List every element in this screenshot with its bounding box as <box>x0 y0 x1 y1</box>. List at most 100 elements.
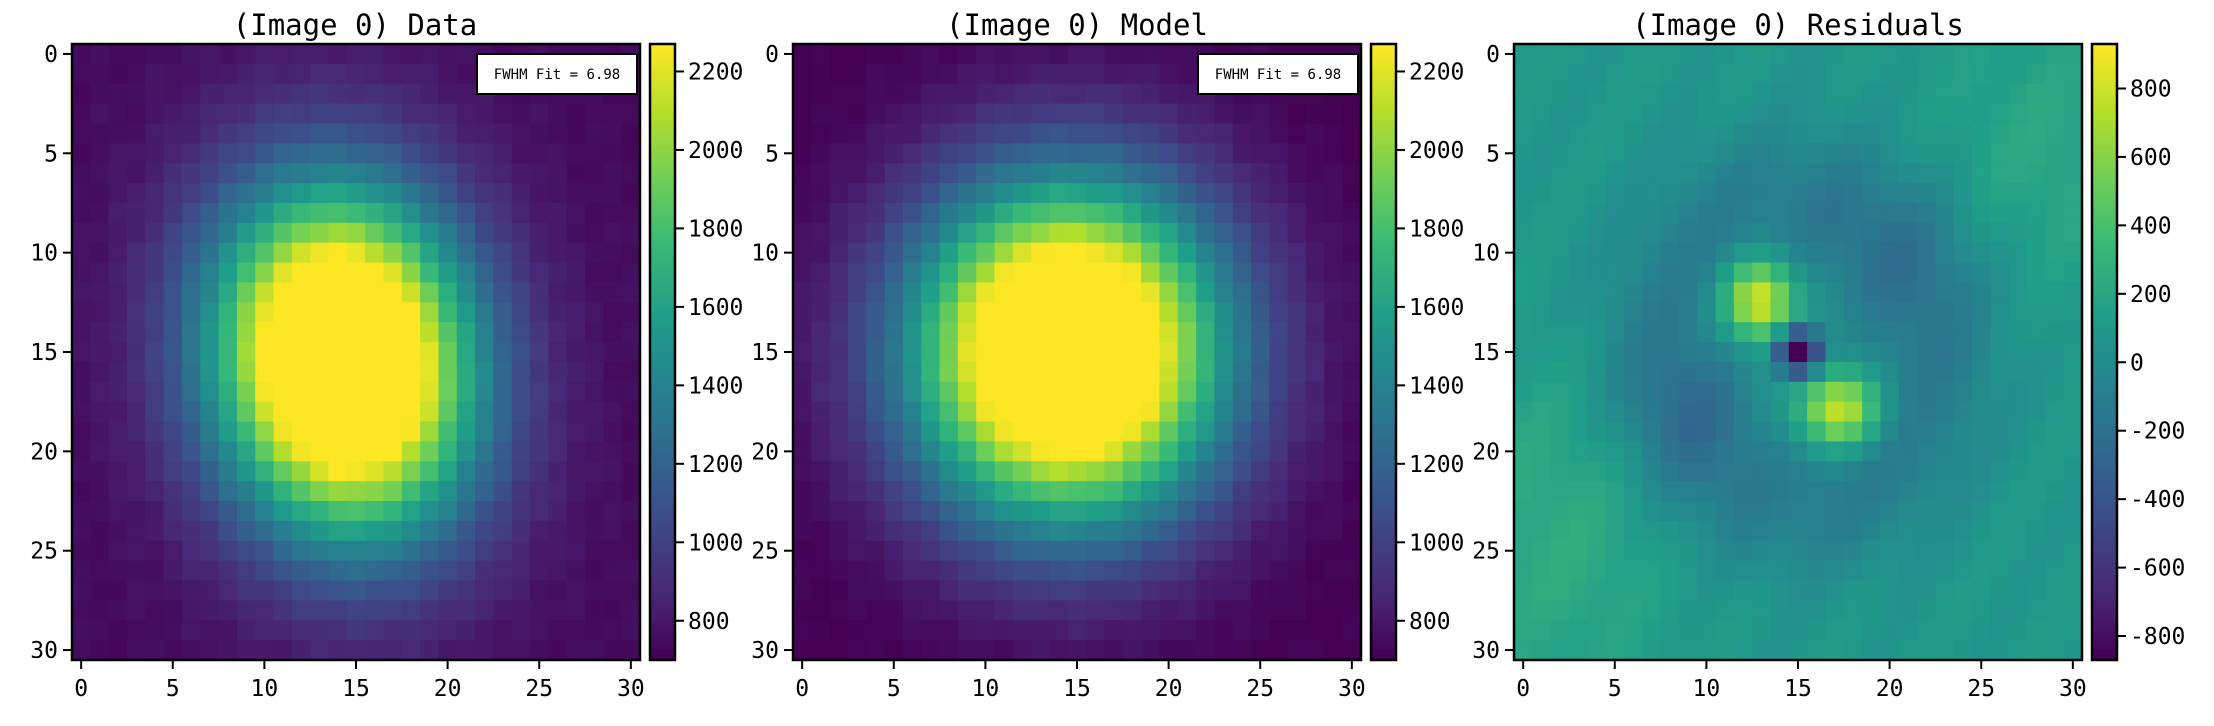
heatmap-cell <box>1251 481 1270 502</box>
colorbar-segment <box>2092 336 2117 343</box>
colorbar-segment <box>650 136 675 143</box>
heatmap-cell <box>200 282 220 303</box>
heatmap-cell <box>1287 123 1307 144</box>
heatmap-cell <box>1843 580 1863 601</box>
heatmap-cell <box>383 520 403 542</box>
heatmap-cell <box>976 640 996 661</box>
heatmap-cell <box>1990 143 2010 164</box>
heatmap-cell <box>1678 441 1698 462</box>
heatmap-cell <box>1031 282 1051 303</box>
heatmap-cell <box>365 183 385 204</box>
heatmap-cell <box>200 63 220 85</box>
heatmap-cell <box>2027 282 2046 303</box>
heatmap-cell <box>1733 401 1753 423</box>
heatmap-cell <box>90 83 110 105</box>
heatmap-cell <box>310 600 330 621</box>
heatmap-cell <box>1550 262 1570 284</box>
heatmap-cell <box>1807 421 1827 443</box>
heatmap-cell <box>1843 620 1863 641</box>
heatmap-cell <box>1514 83 1533 105</box>
data-panel-title: (Image 0) Data <box>233 8 477 42</box>
x-tick-label: 15 <box>342 676 370 702</box>
heatmap-cell <box>456 302 476 323</box>
x-tick-label: 0 <box>795 676 809 702</box>
heatmap-cell <box>1770 640 1790 661</box>
heatmap-cell <box>847 262 867 284</box>
heatmap-cell <box>603 640 623 661</box>
heatmap-cell <box>1049 620 1069 641</box>
heatmap-cell <box>1862 501 1882 522</box>
heatmap-cell <box>957 143 977 164</box>
colorbar-segment <box>650 69 675 76</box>
colorbar-segment <box>2092 490 2117 497</box>
heatmap-cell <box>200 83 220 105</box>
heatmap-cell <box>621 640 641 661</box>
heatmap-cell <box>1623 183 1643 204</box>
heatmap-cell <box>1122 123 1142 144</box>
heatmap-cell <box>1342 540 1362 562</box>
heatmap-cell <box>456 580 476 601</box>
heatmap-cell <box>1049 44 1069 65</box>
heatmap-cell <box>1159 282 1179 303</box>
heatmap-cell <box>1568 640 1588 661</box>
heatmap-cell <box>811 381 831 403</box>
heatmap-cell <box>383 163 403 184</box>
heatmap-cell <box>1214 143 1234 164</box>
heatmap-cell <box>1550 322 1570 343</box>
colorbar-segment <box>1371 192 1396 199</box>
heatmap-cell <box>1067 83 1087 105</box>
heatmap-cell <box>1733 501 1753 522</box>
colorbar-segment <box>2092 567 2117 574</box>
heatmap-cell <box>603 481 623 502</box>
heatmap-cell <box>475 103 495 125</box>
heatmap-cell <box>866 242 886 264</box>
heatmap-cell <box>1012 322 1032 343</box>
heatmap-cell <box>1733 123 1753 144</box>
heatmap-cell <box>255 520 275 542</box>
heatmap-cell <box>902 540 922 562</box>
heatmap-cell <box>1807 282 1827 303</box>
heatmap-cell <box>566 441 586 462</box>
heatmap-cell <box>420 183 440 204</box>
heatmap-cell <box>1104 63 1124 85</box>
heatmap-cell <box>200 44 220 65</box>
colorbar-segment <box>1371 49 1396 55</box>
heatmap-cell <box>1825 44 1845 65</box>
heatmap-cell <box>328 481 348 502</box>
heatmap-cell <box>218 381 238 403</box>
heatmap-cell <box>475 580 495 601</box>
colorbar-segment <box>2092 629 2117 635</box>
heatmap-cell <box>1196 501 1216 522</box>
heatmap-cell <box>255 83 275 105</box>
heatmap-cell <box>1532 282 1552 303</box>
heatmap-cell <box>1623 63 1643 85</box>
heatmap-cell <box>1324 600 1344 621</box>
heatmap-cell <box>1568 421 1588 443</box>
heatmap-cell <box>866 202 886 224</box>
heatmap-cell <box>1104 183 1124 204</box>
heatmap-cell <box>1177 143 1197 164</box>
heatmap-cell <box>365 262 385 284</box>
heatmap-cell <box>90 640 110 661</box>
heatmap-cell <box>493 501 513 522</box>
colorbar-segment <box>2092 105 2117 112</box>
heatmap-cell <box>847 342 867 363</box>
heatmap-cell <box>585 222 604 244</box>
heatmap-cell <box>1196 560 1216 582</box>
colorbar-tick-label: 800 <box>2130 76 2172 102</box>
heatmap-cell <box>273 481 293 502</box>
heatmap-cell <box>1623 44 1643 65</box>
heatmap-cell <box>273 520 293 542</box>
heatmap-cell <box>1605 83 1625 105</box>
heatmap-cell <box>1623 381 1643 403</box>
heatmap-cell <box>310 83 330 105</box>
heatmap-cell <box>108 143 128 164</box>
colorbar-segment <box>2092 233 2117 240</box>
colorbar-segment <box>650 198 675 204</box>
heatmap-cell <box>1568 361 1588 383</box>
heatmap-cell <box>793 540 812 562</box>
heatmap-cell <box>585 183 604 204</box>
heatmap-cell <box>1752 640 1772 661</box>
heatmap-cell <box>346 63 366 85</box>
heatmap-cell <box>145 322 165 343</box>
